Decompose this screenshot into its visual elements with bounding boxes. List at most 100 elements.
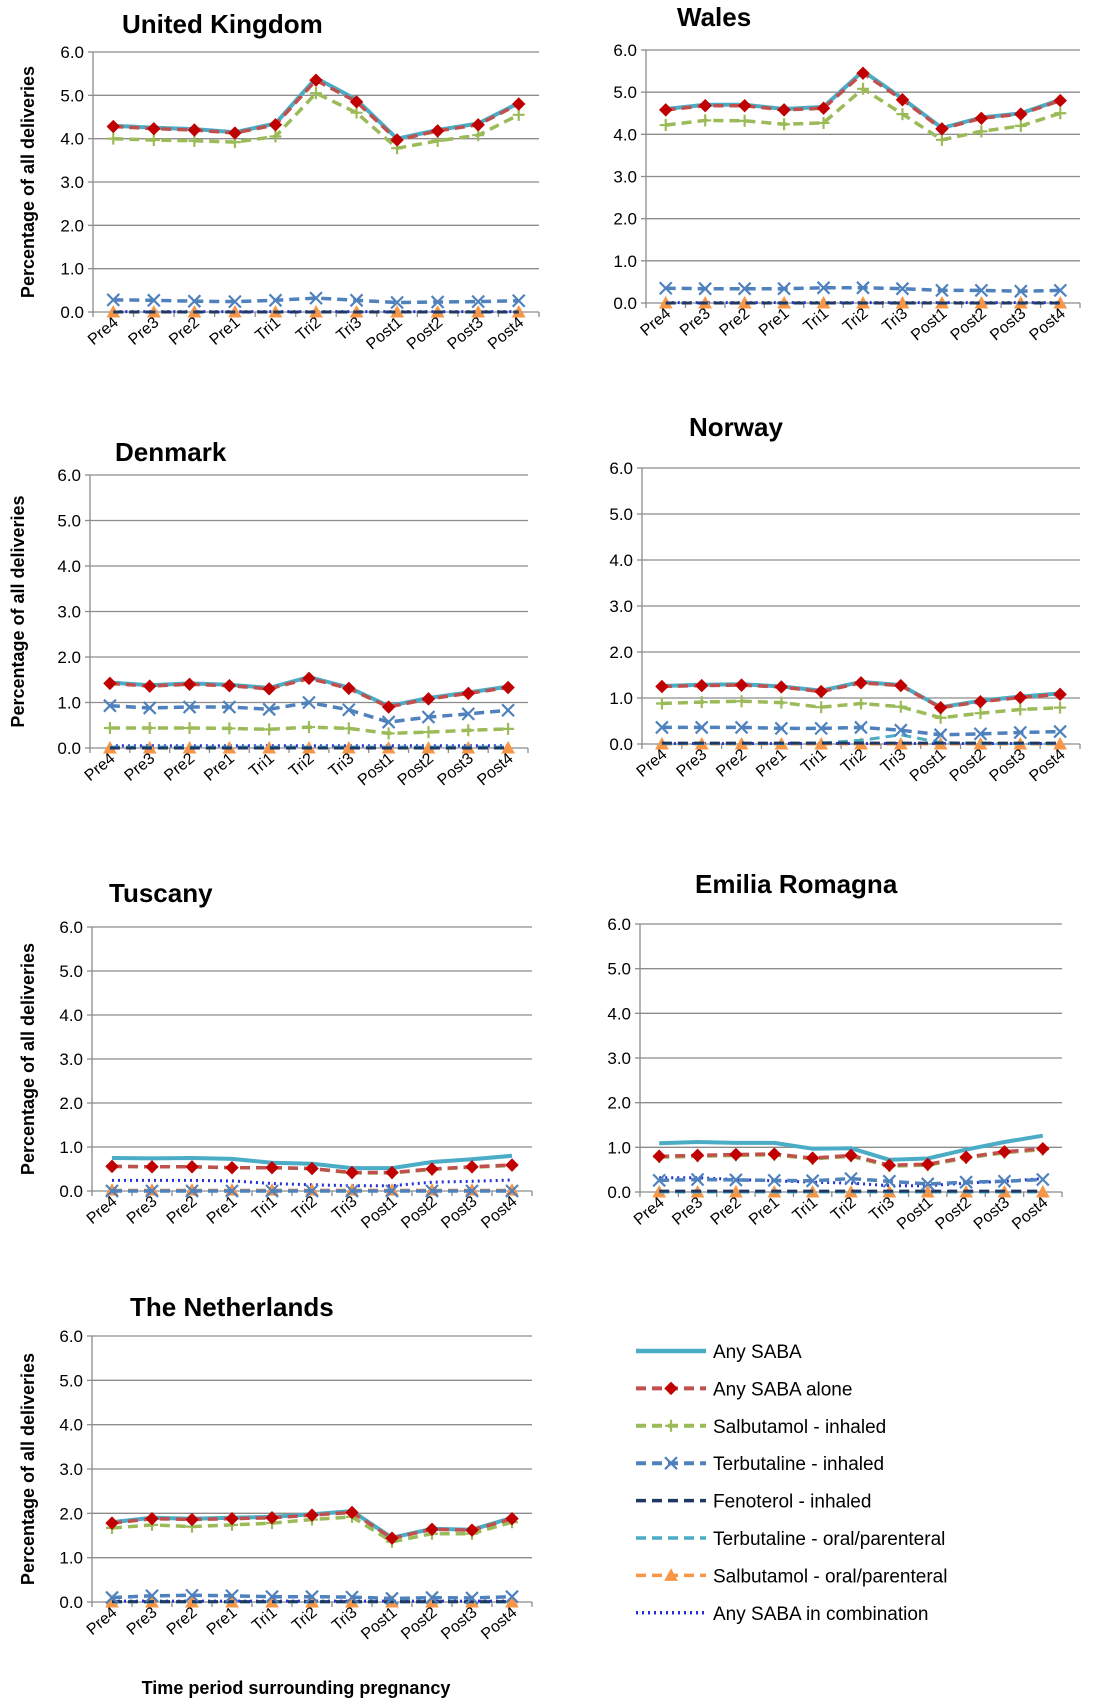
x-tick-label: Pre2 <box>716 305 753 340</box>
data-point <box>342 722 355 735</box>
data-point <box>1014 703 1027 716</box>
y-tick-label: 4.0 <box>60 130 84 149</box>
data-point <box>309 291 323 305</box>
data-point <box>471 294 485 309</box>
data-point <box>187 123 202 137</box>
data-point <box>690 1148 705 1163</box>
chart-panel-the-netherlands: The Netherlands 0.0 1.0 2.0 3.0 4.0 5.0 6.0 Pre4… <box>18 1292 533 1643</box>
data-point <box>225 1184 239 1198</box>
data-point <box>105 1516 119 1530</box>
data-point <box>342 703 356 717</box>
y-tick-label: 5.0 <box>609 505 633 524</box>
data-point <box>854 676 868 690</box>
data-point <box>302 671 316 686</box>
data-point <box>430 124 445 138</box>
data-point <box>268 293 283 308</box>
y-tick-label: 2.0 <box>613 210 637 229</box>
x-tick-label: Post4 <box>478 1604 520 1643</box>
data-point <box>501 680 515 695</box>
x-tick-label: Pre4 <box>84 1604 121 1639</box>
data-point <box>815 701 828 714</box>
data-point <box>814 684 828 699</box>
data-point <box>921 1157 935 1172</box>
x-tick-label: Post2 <box>395 750 437 789</box>
data-point <box>145 1184 159 1198</box>
data-point <box>655 720 669 735</box>
data-point <box>844 1171 858 1186</box>
y-tick-label: 2.0 <box>607 1094 631 1113</box>
data-point <box>935 122 949 136</box>
data-point <box>385 1165 399 1180</box>
y-tick-label: 1.0 <box>59 1549 83 1568</box>
data-point <box>729 1147 743 1162</box>
data-point <box>775 696 788 709</box>
x-tick-label: Pre3 <box>124 1604 161 1639</box>
data-point <box>767 1147 781 1161</box>
data-point <box>305 1184 319 1198</box>
y-tick-label: 0.0 <box>60 303 84 322</box>
data-point <box>652 1149 666 1163</box>
x-tick-label: Post4 <box>478 1193 520 1232</box>
data-point <box>805 1174 820 1188</box>
series-any-saba-alone <box>659 66 1067 136</box>
data-point <box>729 1173 743 1187</box>
data-point <box>1053 93 1067 108</box>
data-point <box>309 73 323 87</box>
y-axis-label: Percentage of all deliveries <box>8 495 28 727</box>
data-point <box>1014 119 1027 132</box>
data-point <box>262 682 276 696</box>
data-point <box>147 133 160 146</box>
data-point <box>345 1505 359 1520</box>
x-tick-label: Tri1 <box>249 1193 281 1223</box>
y-tick-label: 0.0 <box>59 1182 83 1201</box>
data-point <box>659 103 673 117</box>
data-point <box>103 676 117 691</box>
x-tick-label: Tri3 <box>326 750 358 780</box>
data-point <box>147 293 161 308</box>
data-point <box>1053 736 1067 750</box>
data-point <box>1054 107 1067 120</box>
data-point <box>505 1158 519 1172</box>
data-point <box>933 728 948 742</box>
x-tick-label: Pre4 <box>85 314 122 349</box>
y-tick-label: 4.0 <box>57 557 81 576</box>
y-tick-label: 5.0 <box>59 962 83 981</box>
data-point <box>390 133 404 147</box>
data-point <box>185 1512 199 1527</box>
data-point <box>381 715 396 729</box>
series-terbutaline-inhaled <box>105 1588 519 1606</box>
series-line <box>113 91 520 150</box>
data-point <box>265 1184 279 1198</box>
series-terbutaline-inhaled <box>658 281 1068 298</box>
x-tick-label: Pre4 <box>631 1194 668 1229</box>
y-tick-label: 2.0 <box>60 216 84 235</box>
series-any-saba-alone <box>103 671 515 714</box>
data-point <box>310 87 322 100</box>
x-tick-label: Post3 <box>971 1194 1013 1233</box>
data-point <box>857 82 869 95</box>
data-point <box>265 1160 279 1175</box>
legend-item-salbutamol-oral-parenteral: Salbutamol - oral/parenteral <box>636 1566 947 1587</box>
x-tick-label: Pre3 <box>673 746 710 781</box>
data-point <box>816 101 831 115</box>
data-point <box>188 134 201 147</box>
series-any-saba-alone <box>105 1158 519 1180</box>
data-point <box>422 726 435 739</box>
data-point <box>265 1511 279 1525</box>
series-terbutaline-inhaled <box>655 720 1067 742</box>
legend-label: Salbutamol - oral/parenteral <box>713 1566 947 1587</box>
data-point <box>894 700 907 713</box>
x-tick-label: Post1 <box>358 1604 400 1643</box>
data-point <box>659 119 672 132</box>
data-point <box>385 1531 399 1545</box>
data-point <box>223 722 236 735</box>
data-point <box>735 695 748 708</box>
chart-title: United Kingdom <box>122 9 323 39</box>
x-tick-label: Post2 <box>932 1194 974 1233</box>
data-point <box>1053 283 1068 298</box>
data-point <box>142 701 157 715</box>
data-point <box>185 1184 199 1198</box>
data-point <box>185 1588 199 1603</box>
y-tick-label: 0.0 <box>613 294 637 313</box>
data-point <box>471 118 485 132</box>
